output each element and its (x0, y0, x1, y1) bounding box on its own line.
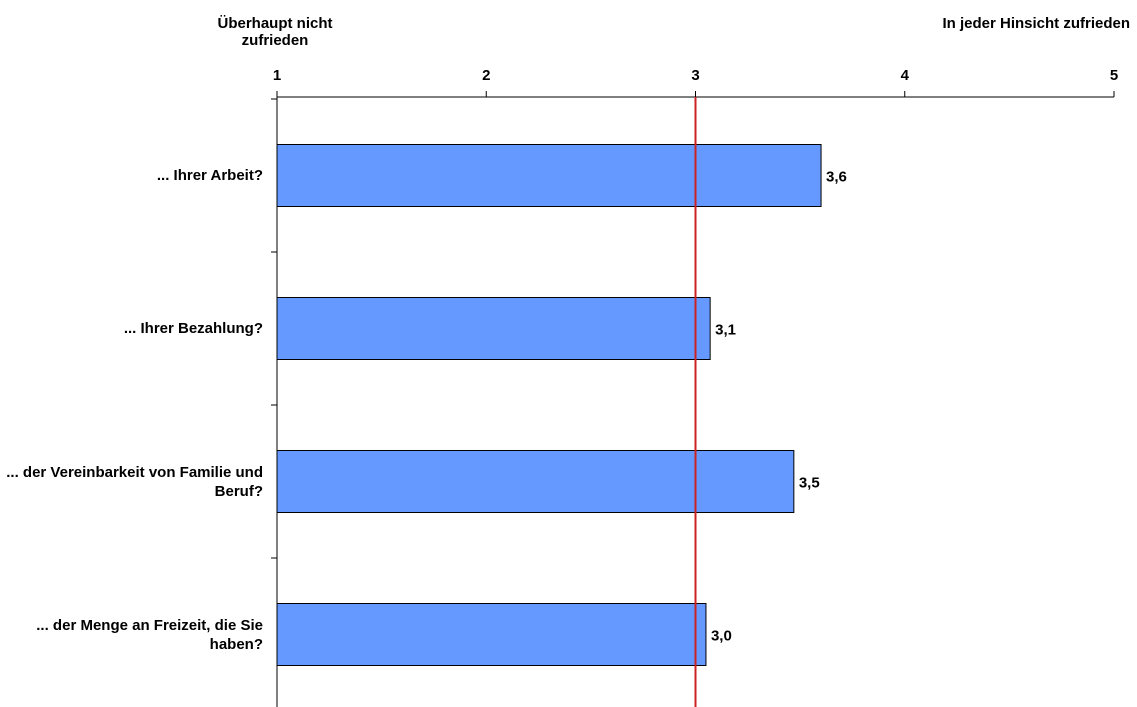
bar-value-label: 3,1 (715, 322, 736, 339)
bar (276, 297, 711, 360)
bar (276, 450, 795, 513)
bar-value-label: 3,0 (711, 628, 732, 645)
bar (276, 603, 707, 666)
x-tick-label: 4 (901, 67, 910, 84)
scale-min-label: Überhaupt nicht zufrieden (217, 15, 333, 49)
bar (276, 144, 822, 207)
category-label: ... Ihrer Bezahlung? (123, 320, 263, 337)
x-tick-label: 1 (273, 67, 281, 84)
bar-value-label: 3,5 (799, 475, 820, 492)
category-label: ... der Vereinbarkeit von Familie und Be… (6, 463, 263, 500)
x-tick-label: 3 (691, 67, 699, 84)
category-label: ... Ihrer Arbeit? (156, 167, 263, 184)
x-tick-label: 2 (482, 67, 490, 84)
x-tick-label: 5 (1110, 67, 1118, 84)
scale-max-label: In jeder Hinsicht zufrieden (942, 15, 1130, 32)
category-label: ... der Menge an Freizeit, die Sie haben… (36, 616, 263, 653)
bar-value-label: 3,6 (826, 169, 847, 186)
